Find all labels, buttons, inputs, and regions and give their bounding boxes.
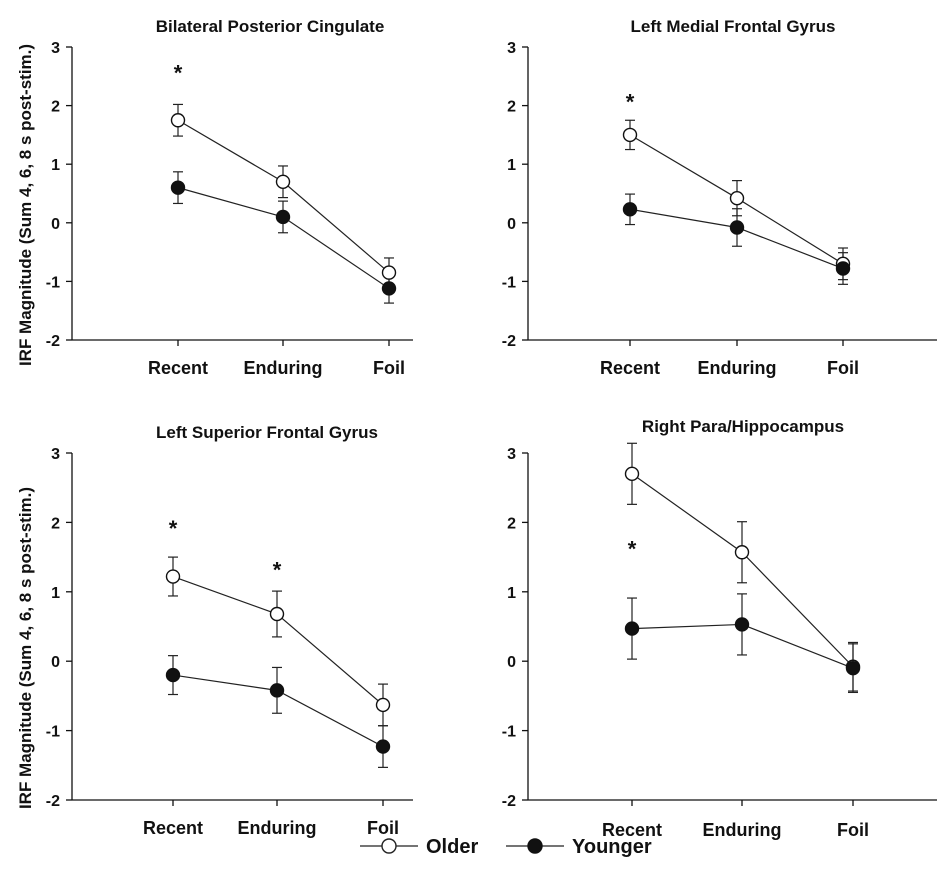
x-tick-label: Foil: [373, 358, 405, 378]
x-tick-label: Foil: [367, 818, 399, 838]
data-point-older: [729, 190, 745, 206]
y-axis-label-bottom: IRF Magnitude (Sum 4, 6, 8 s post-stim.): [16, 487, 35, 809]
data-point-younger: [381, 281, 397, 296]
significance-star: *: [273, 558, 282, 583]
x-tick-label: Recent: [143, 818, 203, 838]
y-tick-label: 1: [507, 585, 516, 602]
data-point-younger: [170, 180, 186, 195]
data-point-younger: [275, 209, 291, 225]
data-point-younger: [835, 261, 851, 276]
y-tick-label: 3: [51, 446, 60, 463]
data-point-younger: [622, 202, 638, 217]
y-tick-label: 2: [51, 99, 60, 116]
y-tick-label: -1: [46, 724, 60, 741]
panel-1: Bilateral Posterior Cingulate -2 -1 0 1 2 3 Rec…: [46, 17, 413, 378]
y-tick-label: 0: [51, 216, 60, 233]
legend-label-younger: Younger: [572, 836, 652, 858]
data-point-older: [624, 466, 640, 482]
x-tick-label: Enduring: [698, 358, 777, 378]
x-tick-label: Recent: [600, 358, 660, 378]
data-point-older: [170, 113, 186, 128]
data-point-younger: [845, 660, 861, 676]
panel-4: Right Para/Hippocampus -2 -1 0 1 2 3 Recent Endu…: [502, 417, 937, 840]
y-tick-label: -1: [502, 274, 516, 291]
x-tick-label: Foil: [837, 820, 869, 840]
y-tick-label: -2: [502, 793, 516, 810]
y-tick-label: -2: [46, 333, 60, 350]
y-axis-label-top: IRF Magnitude (Sum 4, 6, 8 s post-stim.): [16, 44, 35, 366]
x-tick-label: Enduring: [238, 818, 317, 838]
legend: Older Younger: [360, 836, 652, 858]
x-tick-label: Recent: [602, 820, 662, 840]
y-tick-label: 1: [507, 157, 516, 174]
y-tick-label: 2: [507, 99, 516, 116]
panel-title: Left Medial Frontal Gyrus: [631, 17, 836, 36]
panel-3: Left Superior Frontal Gyrus -2 -1 0 1 2 3 Recen…: [46, 423, 413, 838]
data-point-younger: [734, 617, 750, 632]
x-tick-label: Enduring: [703, 820, 782, 840]
panel-title: Left Superior Frontal Gyrus: [156, 423, 378, 442]
data-point-younger: [729, 220, 745, 235]
y-tick-label: 0: [507, 216, 516, 233]
data-point-older: [165, 569, 181, 584]
y-tick-label: 3: [51, 40, 60, 57]
data-point-younger: [375, 739, 391, 754]
significance-star: *: [628, 537, 637, 562]
y-tick-label: -2: [46, 793, 60, 810]
data-point-older: [734, 545, 750, 560]
panel-2: Left Medial Frontal Gyrus -2 -1 0 1 2 3 Recent E…: [502, 17, 937, 378]
legend-marker-older: [381, 838, 397, 854]
legend-label-older: Older: [426, 836, 478, 858]
significance-star: *: [626, 90, 635, 115]
y-tick-label: -1: [502, 724, 516, 741]
data-point-younger: [624, 621, 640, 636]
y-tick-label: 0: [507, 654, 516, 671]
y-tick-label: 2: [51, 515, 60, 532]
x-tick-label: Recent: [148, 358, 208, 378]
data-point-younger: [165, 667, 181, 683]
panel-title: Bilateral Posterior Cingulate: [156, 17, 385, 36]
y-tick-label: 2: [507, 515, 516, 532]
y-tick-label: 1: [51, 585, 60, 602]
y-tick-label: 1: [51, 157, 60, 174]
significance-star: *: [169, 516, 178, 541]
data-point-older: [381, 265, 397, 280]
data-point-younger: [269, 683, 285, 698]
y-tick-label: 0: [51, 654, 60, 671]
significance-star: *: [174, 60, 183, 85]
panels: Bilateral Posterior Cingulate -2 -1 0 1 2 3 Rec…: [46, 17, 937, 840]
x-tick-label: Enduring: [244, 358, 323, 378]
data-point-older: [269, 606, 285, 622]
data-point-older: [375, 697, 391, 713]
y-tick-label: -1: [46, 274, 60, 291]
legend-marker-younger: [527, 838, 543, 854]
y-tick-label: 3: [507, 446, 516, 463]
data-point-older: [622, 127, 638, 143]
x-tick-label: Foil: [827, 358, 859, 378]
data-point-older: [275, 174, 291, 189]
y-tick-label: -2: [502, 333, 516, 350]
panel-title: Right Para/Hippocampus: [642, 417, 844, 436]
y-tick-label: 3: [507, 40, 516, 57]
